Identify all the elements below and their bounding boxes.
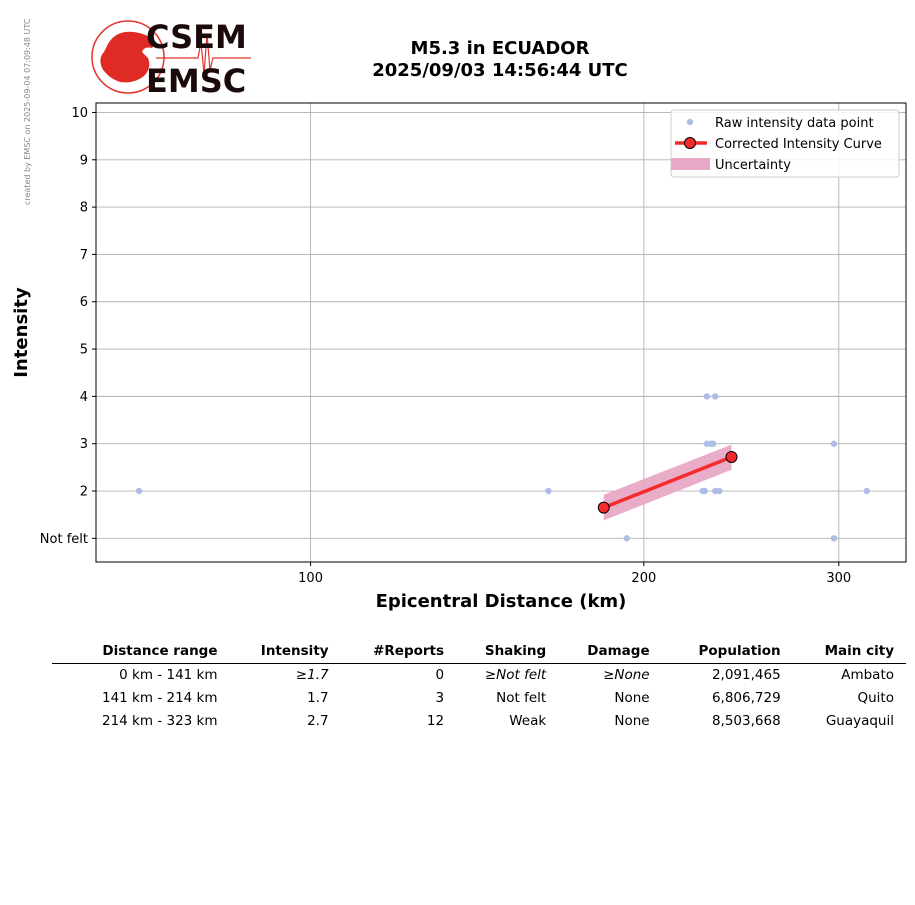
- cell-population: 2,091,465: [711, 667, 781, 683]
- cell-shaking: Weak: [509, 713, 547, 729]
- cell-intensity: 2.7: [307, 713, 329, 729]
- header-damage: Damage: [558, 640, 662, 664]
- y-tick-label: 6: [80, 295, 88, 310]
- event-datetime: 2025/09/03 14:56:44 UTC: [372, 60, 628, 81]
- header-reports: #Reports: [340, 640, 457, 664]
- raw-data-point: [716, 487, 723, 495]
- plot-frame: [95, 102, 907, 563]
- raw-data-point: [709, 440, 717, 447]
- raw-data-point: [623, 535, 630, 542]
- cell-distance: 0 km - 141 km: [119, 667, 218, 683]
- y-axis-title: Intensity: [11, 287, 32, 378]
- cell-distance: 141 km - 214 km: [102, 690, 218, 706]
- raw-data-point: [830, 440, 838, 447]
- cell-damage: None: [614, 713, 650, 729]
- y-tick-label: 10: [71, 106, 88, 121]
- table-row: 141 km - 214 km 1.7 3 Not felt None 6,80…: [52, 687, 906, 710]
- logo-text-emsc: EMSC: [146, 62, 246, 100]
- raw-data-point: [863, 487, 871, 495]
- cell-reports: 0: [435, 667, 445, 683]
- cell-shaking: Not felt: [496, 690, 547, 706]
- x-tick-label: 100: [298, 571, 323, 586]
- y-tick-label: 3: [80, 437, 88, 452]
- y-tick-label: 9: [80, 153, 88, 168]
- logo-map-shape: [100, 31, 156, 83]
- legend-uncertainty-swatch: [671, 158, 710, 170]
- y-tick-label: 8: [80, 201, 88, 216]
- cell-main-city: Ambato: [841, 667, 894, 683]
- y-tick-label: 7: [80, 248, 88, 263]
- logo-seismogram: [156, 33, 251, 75]
- raw-data-point: [703, 393, 711, 400]
- intensity-chart: Not felt 2 3 4 5 6 7 8 9 10 100 200 300 Epicentral Di…: [11, 102, 907, 612]
- legend-entry-label: Raw intensity data point: [715, 116, 874, 131]
- cell-population: 6,806,729: [711, 690, 781, 706]
- raw-data-point: [830, 535, 838, 542]
- cell-damage: ≥None: [603, 667, 650, 683]
- x-axis-title: Epicentral Distance (km): [376, 591, 627, 612]
- header-intensity: Intensity: [229, 640, 341, 664]
- raw-data-point: [712, 393, 719, 400]
- y-tick-label: 2: [80, 485, 88, 500]
- y-tick-label: Not felt: [40, 532, 88, 547]
- legend-box: [670, 109, 900, 178]
- logo-text-csem: CSEM: [146, 18, 247, 56]
- table-row: 214 km - 323 km 2.7 12 Weak None 8,503,6…: [52, 710, 906, 733]
- curve-endpoint-marker: [725, 450, 738, 463]
- legend-curve-marker: [684, 137, 696, 149]
- legend-entry-label: Uncertainty: [715, 158, 791, 173]
- intensity-summary-table: Distance range Intensity #Reports Shakin…: [52, 640, 906, 733]
- x-tick-label: 200: [631, 571, 656, 586]
- curve-endpoint-marker: [597, 501, 610, 514]
- header-population: Population: [661, 640, 793, 664]
- x-tick-label: 300: [826, 571, 851, 586]
- legend-entry-label: Corrected Intensity Curve: [715, 137, 882, 152]
- cell-shaking: ≥Not felt: [484, 667, 547, 683]
- cell-intensity: 1.7: [307, 690, 329, 706]
- corrected-intensity-curve: [603, 455, 733, 510]
- y-tick-label: 5: [80, 343, 88, 358]
- table-row: 0 km - 141 km ≥1.7 0 ≥Not felt ≥None 2,0…: [52, 664, 906, 688]
- cell-damage: None: [614, 690, 650, 706]
- header-shaking: Shaking: [456, 640, 559, 664]
- legend-raw-marker: [686, 118, 694, 126]
- cell-main-city: Guayaquil: [825, 713, 894, 729]
- cell-distance: 214 km - 323 km: [102, 713, 218, 729]
- raw-data-point: [701, 487, 708, 495]
- cell-reports: 3: [435, 690, 445, 706]
- cell-main-city: Quito: [857, 690, 895, 706]
- table-header-row: Distance range Intensity #Reports Shakin…: [52, 640, 906, 664]
- cell-intensity: ≥1.7: [295, 667, 329, 683]
- emsc-logo: CSEM EMSC: [91, 18, 251, 100]
- y-tick-label: 4: [80, 390, 88, 405]
- raw-data-point: [135, 487, 143, 495]
- cell-population: 8,503,668: [711, 713, 781, 729]
- header-main-city: Main city: [792, 640, 906, 664]
- header-distance-range: Distance range: [52, 640, 230, 664]
- event-title: M5.3 in ECUADOR: [410, 38, 590, 59]
- cell-reports: 12: [426, 713, 445, 729]
- raw-data-point: [545, 487, 552, 495]
